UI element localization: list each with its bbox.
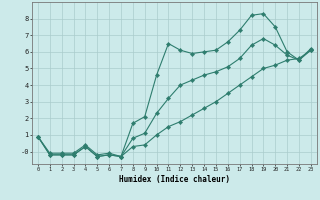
X-axis label: Humidex (Indice chaleur): Humidex (Indice chaleur) [119,175,230,184]
